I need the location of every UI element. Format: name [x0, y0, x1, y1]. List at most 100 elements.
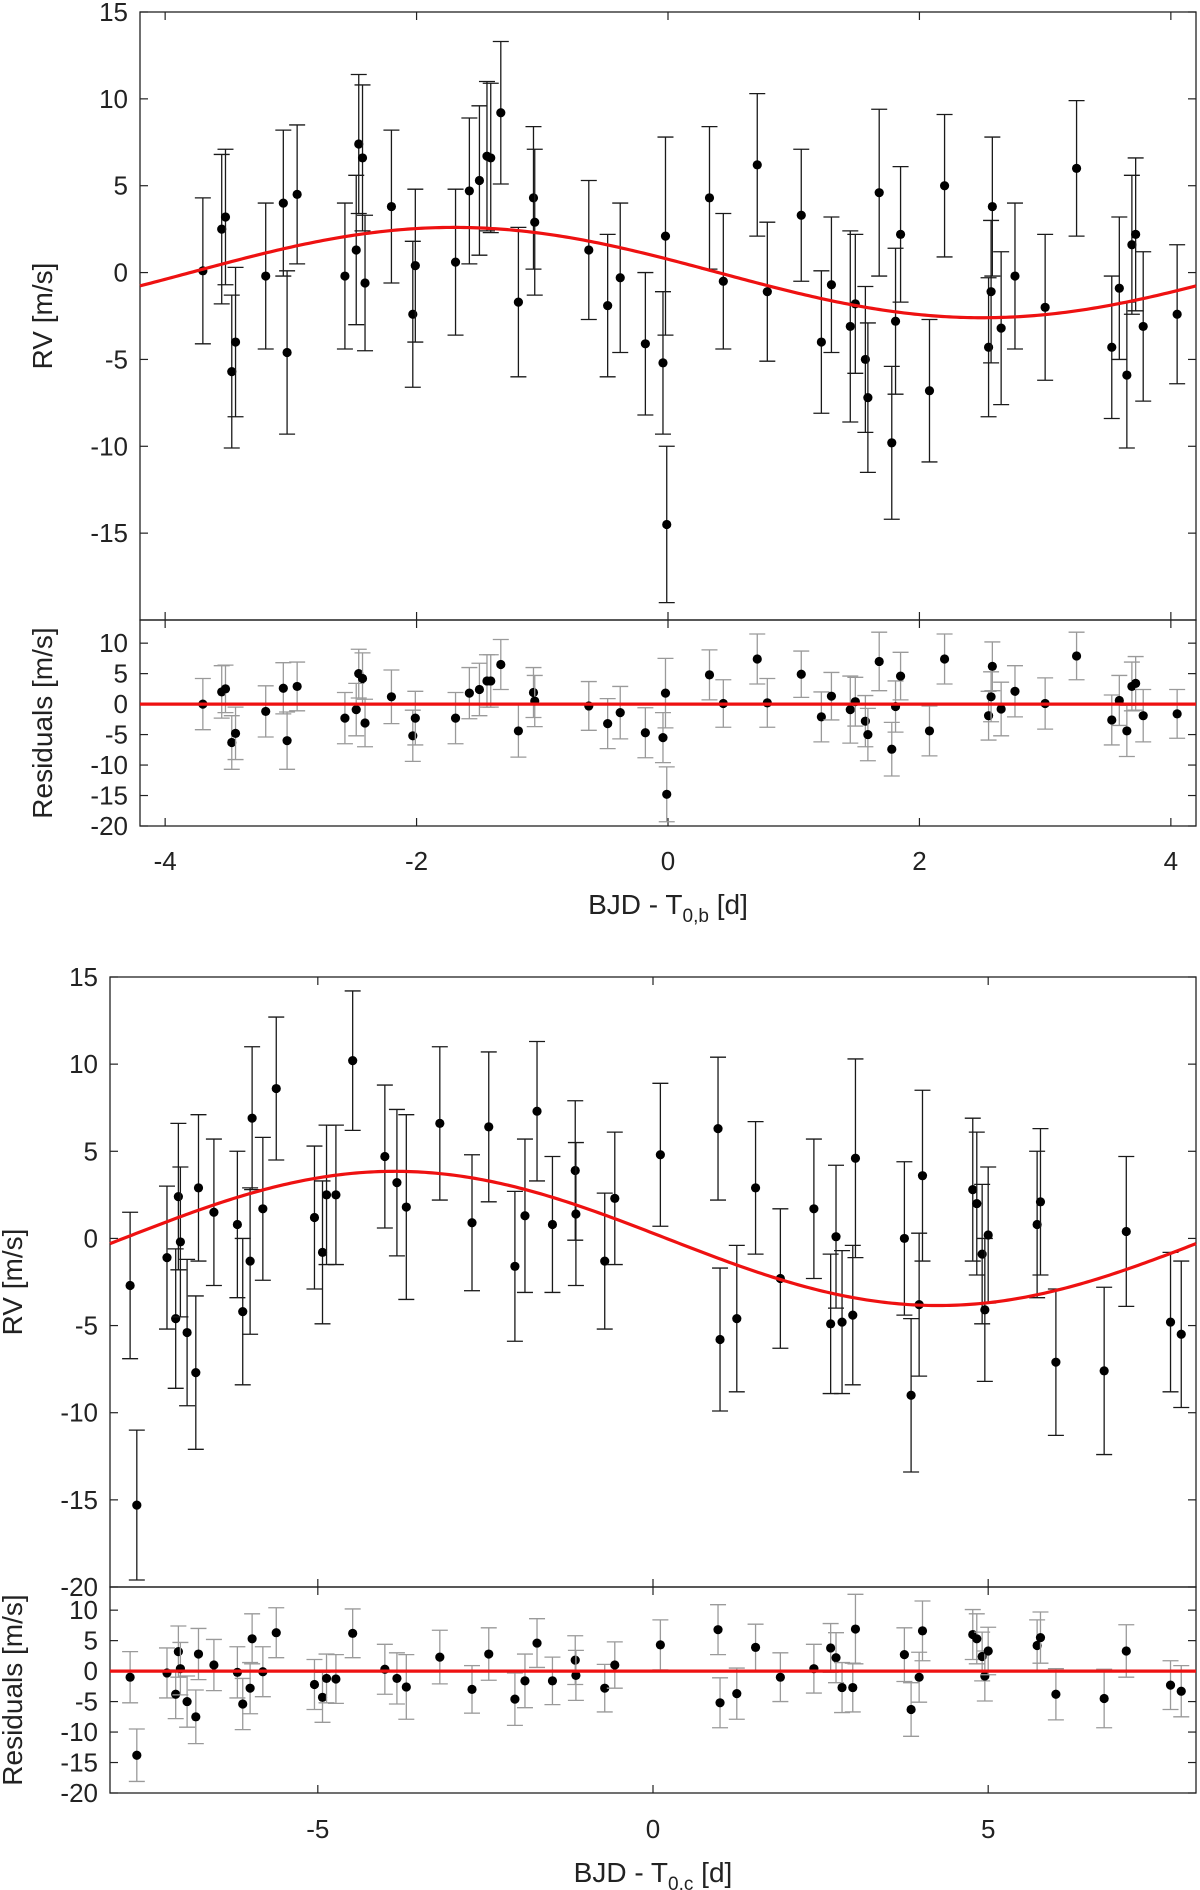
point-marker [360, 718, 370, 728]
data-point [658, 445, 675, 604]
data-point [227, 706, 244, 761]
data-point [544, 1656, 561, 1706]
model-curve [109, 1169, 1197, 1308]
point-marker [238, 1307, 248, 1317]
point-marker [895, 229, 906, 239]
data-point [223, 294, 240, 449]
point-marker [640, 728, 650, 738]
data-point [529, 1618, 546, 1669]
y-tick-label: 0 [84, 1656, 98, 1686]
y-tick-label: -5 [105, 720, 128, 750]
point-marker [486, 153, 496, 163]
point-marker [752, 160, 762, 170]
point-marker [600, 1256, 610, 1266]
point-marker [750, 1183, 761, 1193]
point-marker [850, 1153, 861, 1163]
point-marker [704, 670, 715, 680]
data-point [847, 1058, 864, 1259]
data-point [936, 633, 953, 685]
point-marker [987, 201, 997, 212]
data-point [268, 1016, 285, 1161]
point-marker [1051, 1357, 1061, 1367]
data-point [612, 202, 629, 354]
data-point [567, 1100, 584, 1241]
data-point [1029, 1150, 1046, 1299]
point-marker [410, 713, 420, 723]
point-marker [245, 1683, 255, 1693]
point-marker [317, 1247, 328, 1257]
point-marker [351, 704, 361, 715]
data-point [612, 685, 629, 740]
data-point [407, 188, 424, 343]
data-point [710, 1604, 727, 1656]
x-axis-title-unit: [d] [693, 1857, 732, 1888]
point-marker [1172, 309, 1182, 319]
y-tick-label: 10 [99, 84, 128, 114]
point-marker [750, 1642, 761, 1652]
data-point [964, 1117, 981, 1262]
point-marker [467, 1684, 477, 1694]
data-point [984, 641, 1001, 692]
point-marker [715, 1698, 725, 1708]
point-marker [450, 257, 461, 267]
point-marker [173, 1192, 183, 1202]
data-point [227, 266, 244, 418]
data-point [158, 1647, 175, 1699]
data-point [257, 685, 274, 738]
data-point [344, 990, 361, 1132]
data-point [847, 1593, 864, 1665]
point-marker [1122, 726, 1132, 736]
point-marker [796, 669, 806, 679]
data-point [1047, 1288, 1064, 1437]
data-point [336, 691, 353, 745]
data-point [1103, 275, 1120, 420]
data-point [234, 1237, 251, 1386]
y-axis-title: Residuals [m/s] [27, 627, 58, 818]
point-marker [887, 744, 897, 754]
point-marker [348, 1628, 358, 1638]
point-marker [570, 1165, 580, 1176]
point-marker [826, 691, 837, 701]
data-point [376, 1643, 393, 1695]
point-marker [1010, 686, 1020, 696]
x-tick-label: 0 [661, 846, 675, 876]
point-marker [1010, 271, 1020, 281]
data-point [652, 1619, 669, 1671]
point-marker [528, 687, 539, 698]
data-point [516, 1653, 533, 1709]
point-marker [227, 737, 237, 748]
data-point [327, 1124, 344, 1266]
data-point [984, 136, 1001, 277]
point-marker [986, 692, 996, 702]
y-tick-label: 0 [114, 689, 128, 719]
point-marker [658, 733, 668, 743]
point-marker [220, 212, 231, 222]
point-marker [258, 1204, 268, 1214]
point-marker [845, 321, 855, 332]
point-marker [704, 193, 715, 203]
data-point [357, 214, 374, 352]
point-marker [1121, 1226, 1131, 1237]
y-tick-label: 5 [114, 659, 128, 689]
x-tick-label: 0 [646, 1814, 660, 1844]
point-marker [1071, 163, 1082, 173]
data-point [1162, 1660, 1179, 1711]
point-marker [401, 1682, 411, 1692]
point-marker [486, 676, 496, 686]
point-marker [924, 726, 935, 736]
point-marker [309, 1679, 320, 1690]
data-point [842, 230, 859, 423]
data-point [892, 165, 909, 303]
data-point [350, 648, 367, 699]
point-marker [520, 1676, 530, 1686]
data-point [968, 1131, 985, 1276]
point-marker [848, 1310, 858, 1320]
data-point [844, 1244, 861, 1386]
point-marker [895, 671, 906, 681]
data-point [896, 1161, 913, 1316]
data-point [759, 221, 776, 362]
data-point [1173, 1260, 1190, 1409]
data-point [529, 1040, 546, 1182]
point-marker [906, 1704, 916, 1715]
point-marker [570, 1655, 580, 1665]
